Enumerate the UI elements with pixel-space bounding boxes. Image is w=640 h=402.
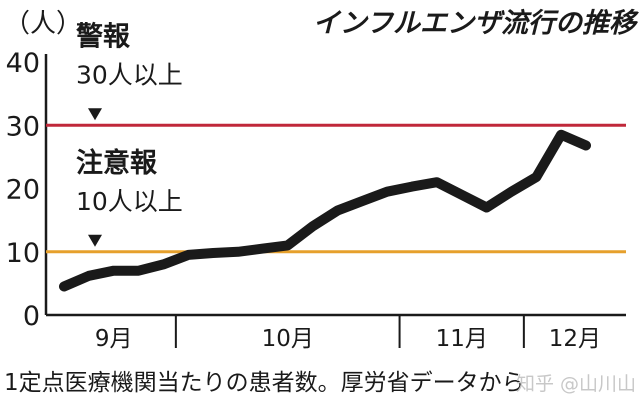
y-tick-label: 20: [6, 175, 40, 206]
y-tick-label: 30: [6, 111, 40, 142]
watermark: 知乎 @山川山: [516, 373, 636, 395]
alert-criterion: 30人以上: [76, 60, 183, 89]
x-tick-label: 11月: [436, 326, 488, 352]
x-tick-label: 10月: [262, 326, 314, 352]
series-line: [59, 129, 591, 292]
y-tick-label: 0: [23, 301, 40, 332]
alert-name: 注意報: [76, 147, 158, 179]
alert-name: 警報: [76, 21, 131, 52]
alert-marker-icon: [88, 234, 102, 247]
y-tick-label: 10: [6, 238, 40, 269]
x-tick-label: 9月: [95, 326, 133, 352]
x-tick-label: 12月: [549, 326, 601, 352]
y-axis-unit: （人）: [4, 9, 82, 39]
y-tick-label: 40: [6, 48, 40, 79]
alert-criterion: 10人以上: [76, 187, 183, 216]
alert-marker-icon: [88, 108, 102, 121]
chart-title: インフルエンザ流行の推移: [313, 8, 639, 39]
source-footnote: 1定点医療機関当たりの患者数。厚労省データから: [4, 370, 525, 396]
